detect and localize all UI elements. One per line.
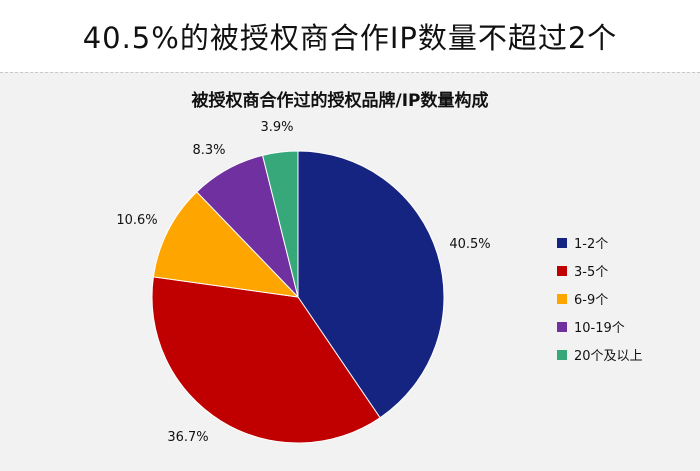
header-banner: 40.5%的被授权商合作IP数量不超过2个	[0, 0, 700, 72]
slice-percent-label: 3.9%	[260, 120, 293, 135]
page-title: 40.5%的被授权商合作IP数量不超过2个	[82, 21, 618, 55]
legend-label: 3-5个	[574, 265, 608, 280]
legend-swatch	[557, 350, 567, 360]
slice-percent-label: 36.7%	[167, 430, 208, 445]
slice-percent-label: 8.3%	[192, 143, 225, 158]
chart-title: 被授权商合作过的授权品牌/IP数量构成	[192, 90, 489, 111]
pie-slice-1	[297, 150, 445, 419]
slice-percent-label: 10.6%	[116, 213, 157, 228]
legend-swatch	[557, 294, 567, 304]
legend-label: 20个及以上	[574, 349, 643, 364]
legend-swatch	[557, 238, 567, 248]
chart-legend: 1-2个 3-5个 6-9个 10-19个 20个及以上	[557, 237, 643, 364]
pie-slice-5	[261, 150, 299, 298]
legend-swatch	[557, 266, 567, 276]
legend-label: 1-2个	[574, 237, 608, 252]
legend-label: 6-9个	[574, 293, 608, 308]
slice-percent-label: 40.5%	[449, 237, 490, 252]
pie-slice-3	[152, 191, 300, 298]
pie-slice-2	[151, 276, 381, 444]
legend-label: 10-19个	[574, 321, 625, 336]
header-divider	[0, 72, 700, 73]
legend-swatch	[557, 322, 567, 332]
